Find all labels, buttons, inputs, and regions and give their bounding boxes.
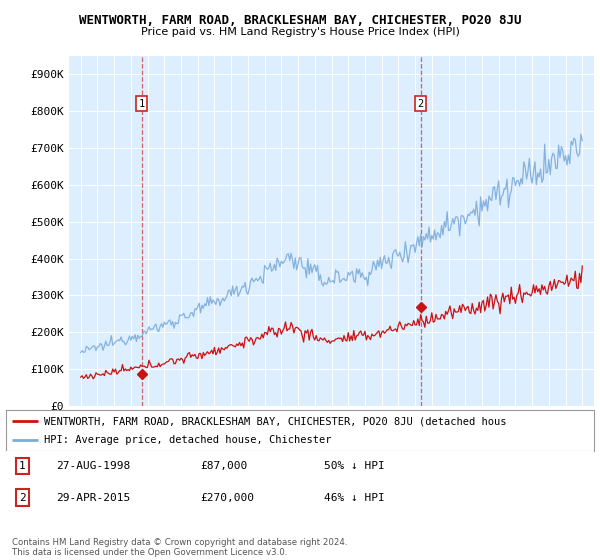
Text: 50% ↓ HPI: 50% ↓ HPI	[323, 461, 384, 471]
Text: Price paid vs. HM Land Registry's House Price Index (HPI): Price paid vs. HM Land Registry's House …	[140, 27, 460, 37]
Text: HPI: Average price, detached house, Chichester: HPI: Average price, detached house, Chic…	[44, 435, 332, 445]
Text: 1: 1	[139, 99, 145, 109]
Text: WENTWORTH, FARM ROAD, BRACKLESHAM BAY, CHICHESTER, PO20 8JU (detached hous: WENTWORTH, FARM ROAD, BRACKLESHAM BAY, C…	[44, 417, 507, 426]
Text: WENTWORTH, FARM ROAD, BRACKLESHAM BAY, CHICHESTER, PO20 8JU: WENTWORTH, FARM ROAD, BRACKLESHAM BAY, C…	[79, 14, 521, 27]
Text: 1: 1	[19, 461, 26, 471]
Text: 29-APR-2015: 29-APR-2015	[56, 493, 130, 503]
Text: 2: 2	[418, 99, 424, 109]
Text: £270,000: £270,000	[200, 493, 254, 503]
Text: £87,000: £87,000	[200, 461, 247, 471]
Text: 2: 2	[19, 493, 26, 503]
Text: Contains HM Land Registry data © Crown copyright and database right 2024.
This d: Contains HM Land Registry data © Crown c…	[12, 538, 347, 557]
Text: 46% ↓ HPI: 46% ↓ HPI	[323, 493, 384, 503]
Text: 27-AUG-1998: 27-AUG-1998	[56, 461, 130, 471]
